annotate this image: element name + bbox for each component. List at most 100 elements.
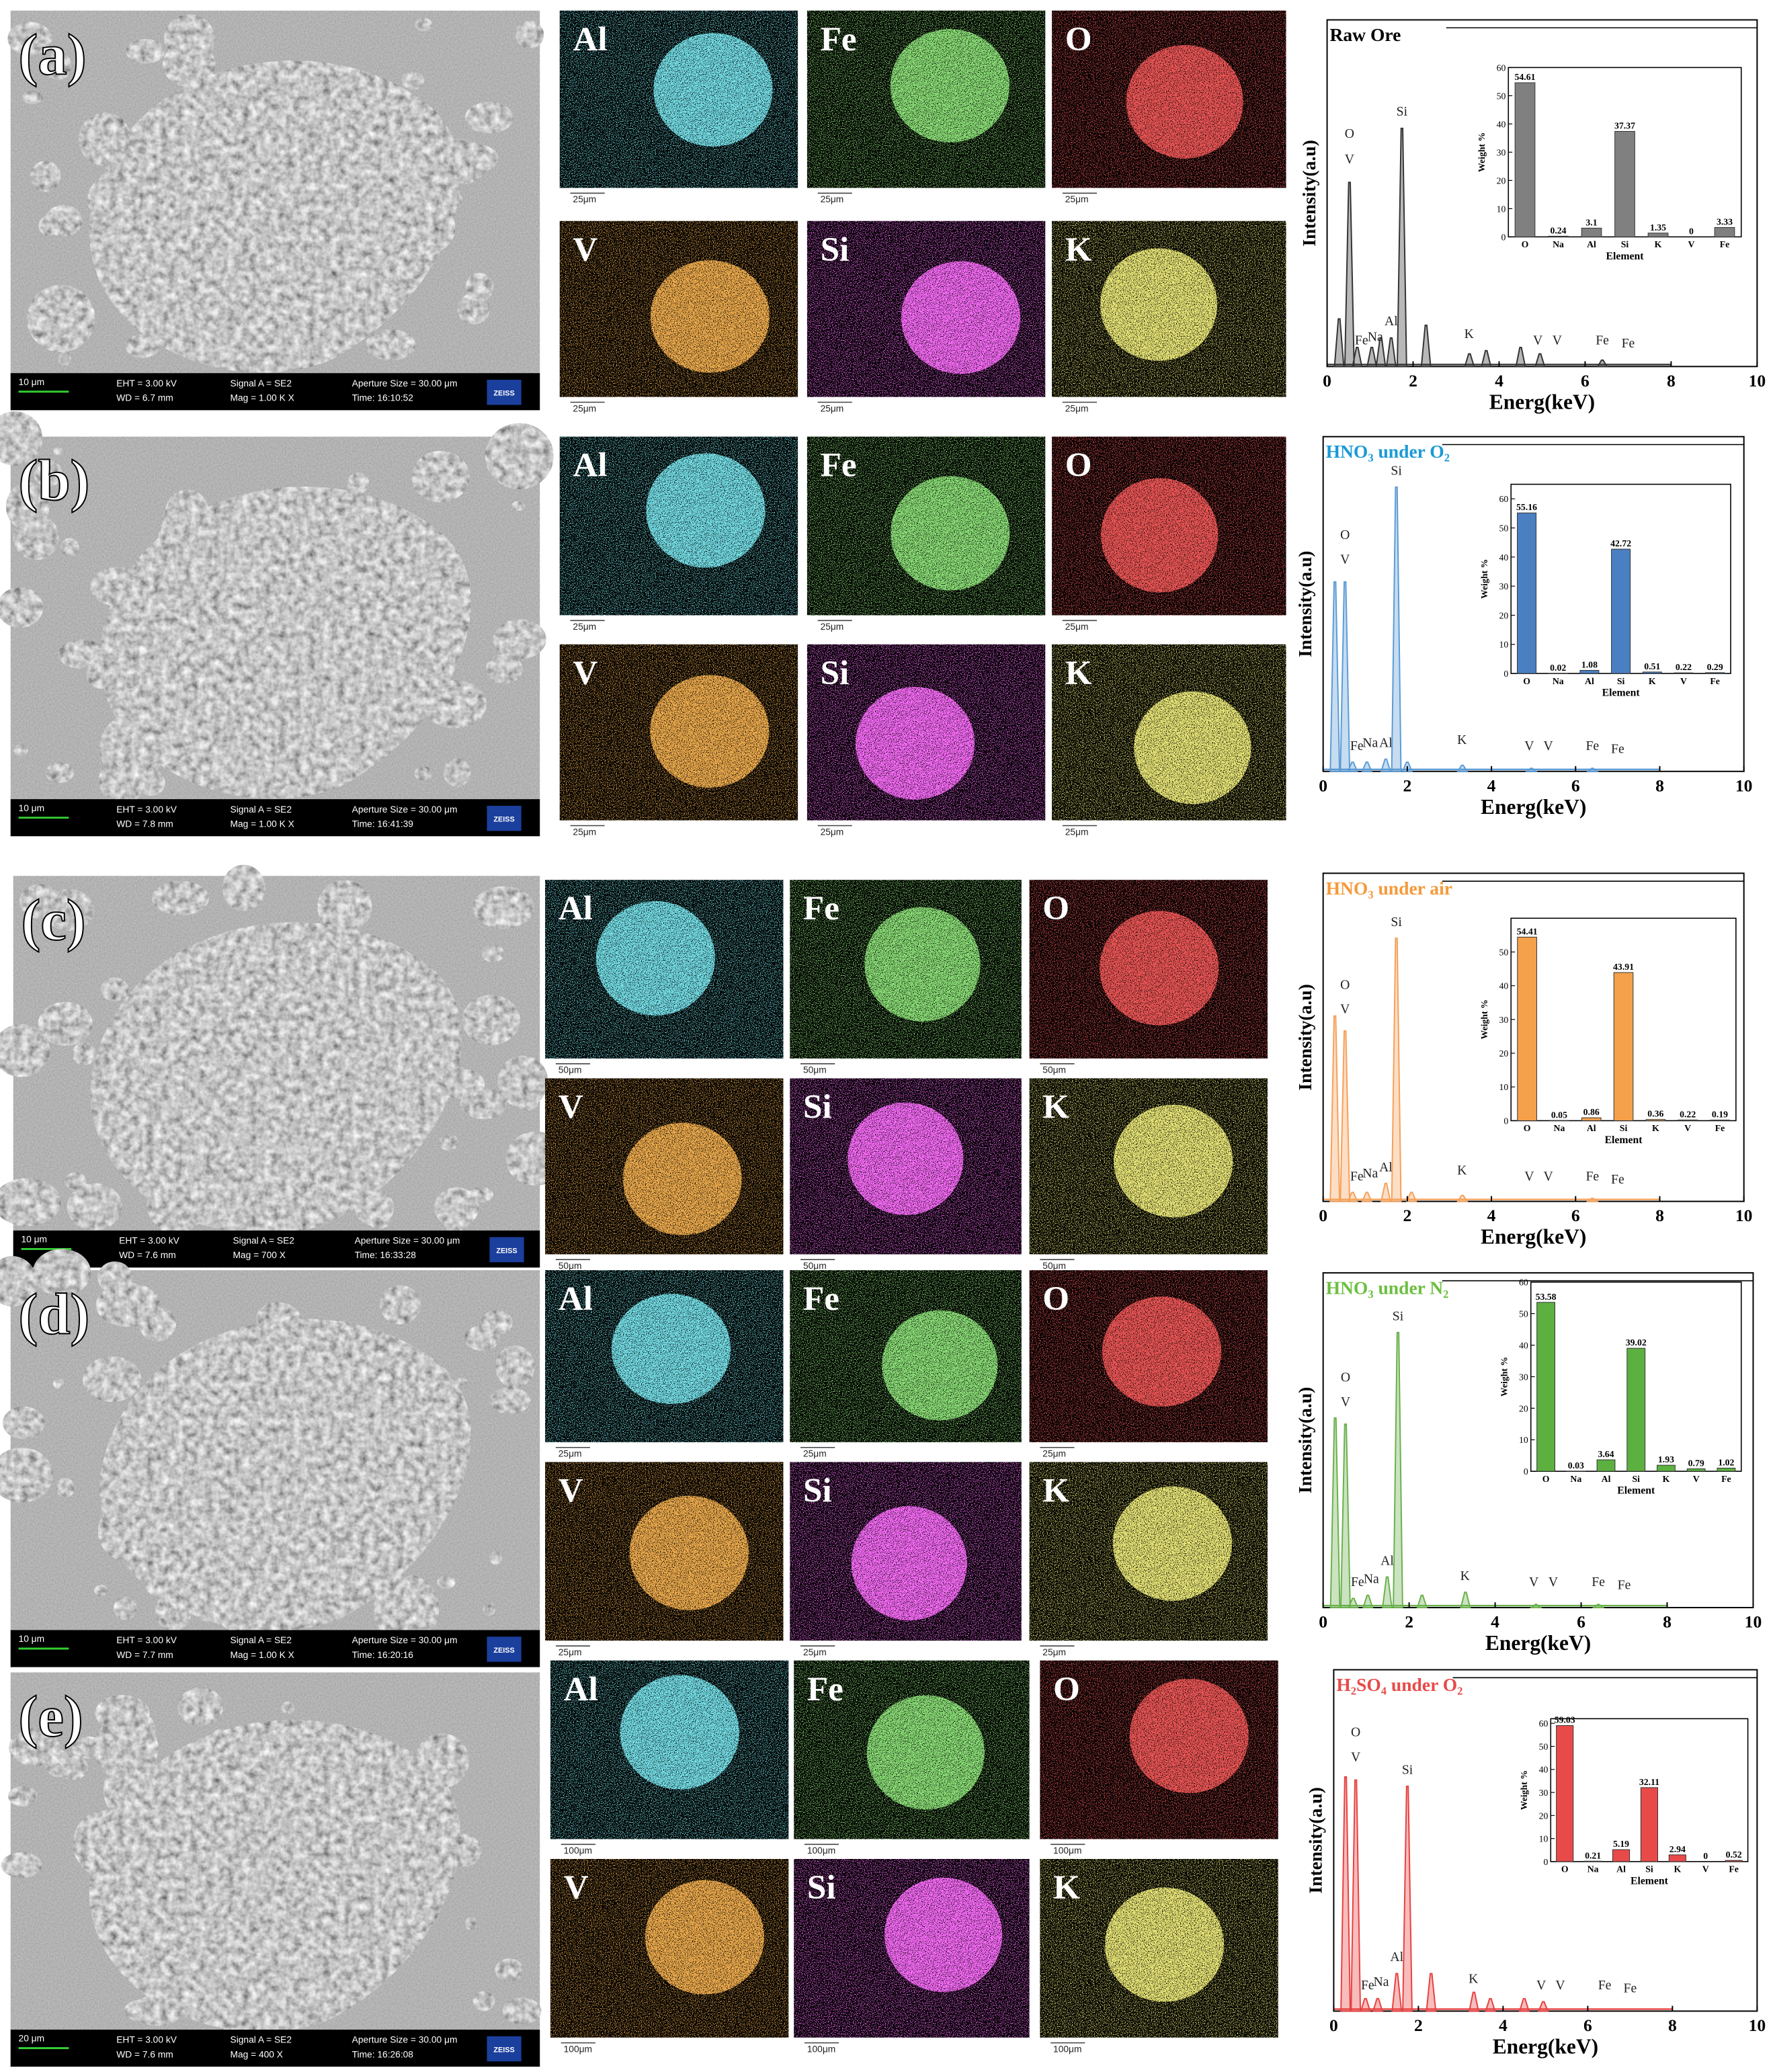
inset-value-label: 32.11 xyxy=(1639,1777,1659,1787)
eds-map-particle xyxy=(848,1102,964,1215)
eds-map-particle xyxy=(650,260,770,373)
inset-value-label: 0.05 xyxy=(1551,1110,1567,1120)
inset-x-axis-label: Element xyxy=(1605,1134,1643,1146)
map-scale-label: 25μm xyxy=(1065,194,1089,204)
sem-particle xyxy=(443,1208,468,1234)
map-scale-label: 50μm xyxy=(803,1065,827,1075)
inset-value-label: 0.22 xyxy=(1680,1109,1696,1119)
sem-info-bar xyxy=(10,1630,540,1667)
peak-label: O xyxy=(1351,1725,1360,1740)
inset-category-label: O xyxy=(1522,239,1529,249)
peak-label: Fe xyxy=(1361,1978,1374,1993)
x-tick-label: 2 xyxy=(1403,776,1411,795)
inset-bar xyxy=(1579,669,1600,674)
spectrum-peak xyxy=(1537,2001,1549,2012)
inset-value-label: 53.58 xyxy=(1536,1292,1557,1302)
sem-info: EHT = 3.00 kV xyxy=(119,1236,179,1246)
inset-bar xyxy=(1668,1854,1686,1862)
eds-map-particle xyxy=(901,261,1020,374)
x-tick-label: 2 xyxy=(1409,371,1417,390)
peak-label: Fe xyxy=(1624,1981,1637,1996)
inset-bar xyxy=(1642,671,1662,674)
inset-value-label: 37.37 xyxy=(1614,121,1635,131)
element-label: O xyxy=(1065,20,1092,58)
sem-particle xyxy=(44,1749,72,1778)
map-scale-label: 25μm xyxy=(821,403,844,413)
element-label: Al xyxy=(573,20,607,58)
x-tick-label: 8 xyxy=(1655,776,1664,795)
element-label: V xyxy=(573,654,597,692)
sem-particle xyxy=(52,448,65,456)
sem-main-particle xyxy=(89,1719,461,2032)
map-scale-label: 25μm xyxy=(803,1647,827,1657)
inset-y-tick-label: 0 xyxy=(1503,669,1508,679)
sem-particle xyxy=(511,501,526,511)
sem-info: Time: 16:33:28 xyxy=(355,1250,417,1260)
sem-logo xyxy=(487,805,522,831)
sem-brand: ZEISS xyxy=(493,816,514,824)
y-axis-label: Intensity(a.u) xyxy=(1305,1787,1326,1893)
sem-particle xyxy=(30,161,61,192)
peak-label: Al xyxy=(1379,1160,1393,1175)
sem-particle xyxy=(177,1687,224,1727)
x-axis-label: Energ(keV) xyxy=(1481,795,1586,819)
peak-label: Fe xyxy=(1592,1575,1605,1589)
map-scale-label: 50μm xyxy=(1042,1065,1066,1075)
inset-y-tick-label: 0 xyxy=(1543,1857,1548,1867)
sem-info: WD = 6.7 mm xyxy=(116,393,173,403)
sem-particle xyxy=(13,440,26,450)
peak-label: V xyxy=(1524,1169,1534,1184)
inset-y-tick-label: 60 xyxy=(1519,1278,1528,1288)
inset-y-tick-label: 50 xyxy=(1539,1741,1549,1751)
inset-y-tick-label: 60 xyxy=(1497,63,1506,73)
inset-bar xyxy=(1614,130,1635,237)
sem-particle xyxy=(83,1356,142,1402)
element-label: Al xyxy=(559,1280,593,1318)
inset-category-label: Al xyxy=(1587,1123,1596,1133)
peak-label: Al xyxy=(1390,1950,1403,1964)
spectrum-peak xyxy=(1339,581,1351,772)
peak-label: Si xyxy=(1391,464,1402,479)
inset-value-label: 0 xyxy=(1703,1851,1708,1861)
panel: 10 μm EHT = 3.00 kV WD = 7.7 mm Signal A = … xyxy=(0,1249,1762,1667)
inset-category-label: O xyxy=(1524,1123,1531,1133)
sem-particle xyxy=(485,654,523,684)
eds-map-particle xyxy=(866,1695,985,1810)
panel-label: (c) xyxy=(21,888,85,952)
peak-label: Na xyxy=(1368,330,1383,345)
inset-x-axis-label: Element xyxy=(1631,1875,1669,1887)
peak-label: Fe xyxy=(1611,741,1624,756)
peak-label: V xyxy=(1549,1575,1558,1589)
inset-y-tick-label: 30 xyxy=(1519,1372,1528,1382)
sem-particle xyxy=(159,1213,194,1236)
x-tick-label: 8 xyxy=(1655,1206,1664,1225)
peak-label: Si xyxy=(1402,1762,1413,1777)
inset-category-label: Fe xyxy=(1720,239,1730,249)
peak-label: Fe xyxy=(1351,1575,1364,1589)
inset-bar xyxy=(1548,235,1569,237)
peak-label: K xyxy=(1457,733,1467,747)
sem-info: EHT = 3.00 kV xyxy=(116,804,177,815)
spectrum-peak xyxy=(1460,1591,1471,1608)
inset-bar xyxy=(1717,1467,1736,1472)
element-label: Fe xyxy=(807,1670,843,1708)
inset-y-tick-label: 20 xyxy=(1499,1048,1509,1059)
inset-value-label: 55.16 xyxy=(1516,502,1537,512)
x-tick-label: 0 xyxy=(1329,2016,1338,2035)
inset-value-label: 0.51 xyxy=(1644,661,1660,671)
inset-y-tick-label: 40 xyxy=(1539,1765,1549,1775)
element-label: Al xyxy=(573,446,607,485)
peak-label: K xyxy=(1469,1972,1478,1987)
inset-y-tick-label: 0 xyxy=(1503,1116,1508,1126)
inset-bar xyxy=(1581,227,1602,237)
inset-value-label: 3.64 xyxy=(1598,1449,1614,1459)
inset-category-label: O xyxy=(1523,676,1530,686)
sem-particle xyxy=(0,1256,37,1307)
x-tick-label: 4 xyxy=(1491,1612,1499,1631)
inset-category-label: K xyxy=(1674,1864,1681,1874)
sem-particle xyxy=(483,1602,496,1616)
spectrum-peak xyxy=(1485,1997,1496,2012)
sem-particle xyxy=(455,1377,468,1386)
